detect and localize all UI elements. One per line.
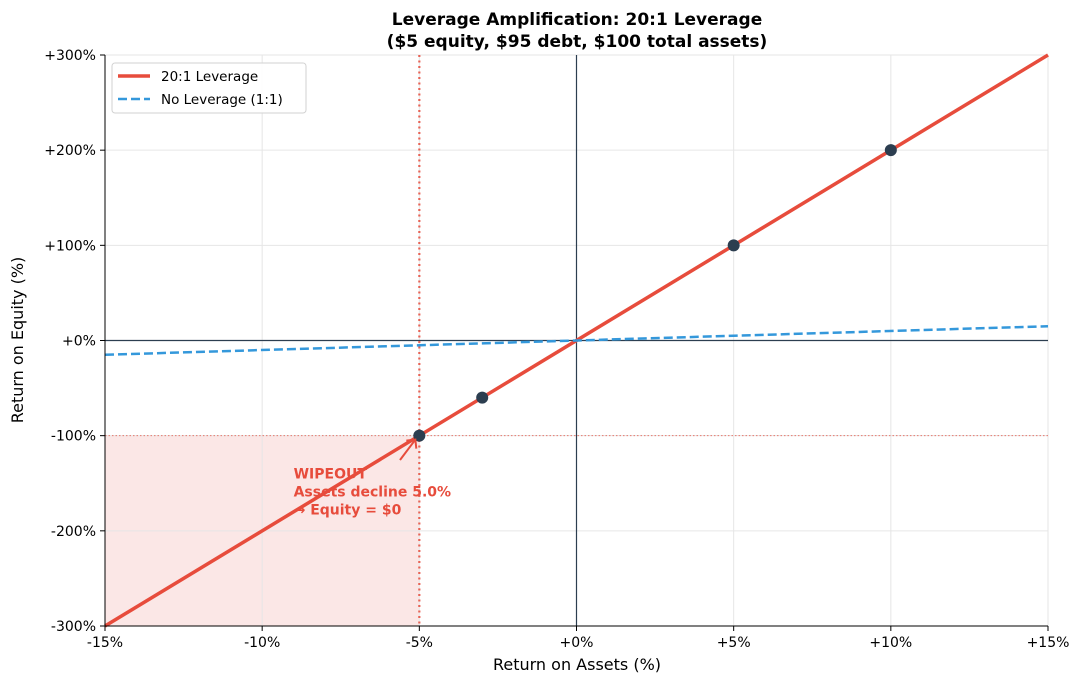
x-axis-label: Return on Assets (%) [493, 655, 661, 674]
y-tick-label: -200% [51, 524, 96, 540]
legend-label-leverage: 20:1 Leverage [161, 69, 258, 85]
wipeout-annotation: WIPEOUT Assets decline 5.0% → Equity = $… [294, 438, 451, 519]
annotation-arrow [399, 439, 417, 461]
data-point-marker [476, 391, 489, 404]
data-point-marker [884, 144, 897, 157]
x-tick-label: -5% [406, 635, 433, 651]
data-markers [413, 144, 897, 442]
data-point-marker [727, 239, 740, 252]
x-tick-label: -10% [244, 635, 280, 651]
legend-label-no-leverage: No Leverage (1:1) [161, 92, 283, 108]
y-tick-label: +100% [44, 238, 96, 254]
x-tick-label: +5% [717, 635, 751, 651]
annotation-line-3: → Equity = $0 [294, 503, 402, 519]
x-axis-ticks: -15% -10% -5% +0% +5% +10% +15% [87, 626, 1070, 651]
y-tick-label: +0% [62, 334, 96, 350]
y-axis-ticks: +300% +200% +100% +0% -100% -200% -300% [44, 48, 105, 635]
x-tick-label: +15% [1027, 635, 1070, 651]
data-point-marker [413, 429, 426, 442]
chart-subtitle: ($5 equity, $95 debt, $100 total assets) [387, 32, 768, 52]
x-tick-label: +0% [560, 635, 594, 651]
y-tick-label: -300% [51, 619, 96, 635]
annotation-arrow-head [406, 438, 418, 449]
x-tick-label: -15% [87, 635, 123, 651]
legend: 20:1 Leverage No Leverage (1:1) [111, 62, 307, 114]
series-no-leverage-line [104, 324, 1049, 357]
y-tick-label: +300% [44, 48, 96, 64]
y-tick-label: -100% [51, 429, 96, 445]
annotation-line-1: WIPEOUT [294, 467, 368, 483]
annotation-line-2: Assets decline 5.0% [294, 485, 451, 501]
chart-title: Leverage Amplification: 20:1 Leverage [392, 10, 762, 30]
x-tick-label: +10% [869, 635, 912, 651]
y-tick-label: +200% [44, 143, 96, 159]
y-axis-label: Return on Equity (%) [8, 257, 27, 424]
